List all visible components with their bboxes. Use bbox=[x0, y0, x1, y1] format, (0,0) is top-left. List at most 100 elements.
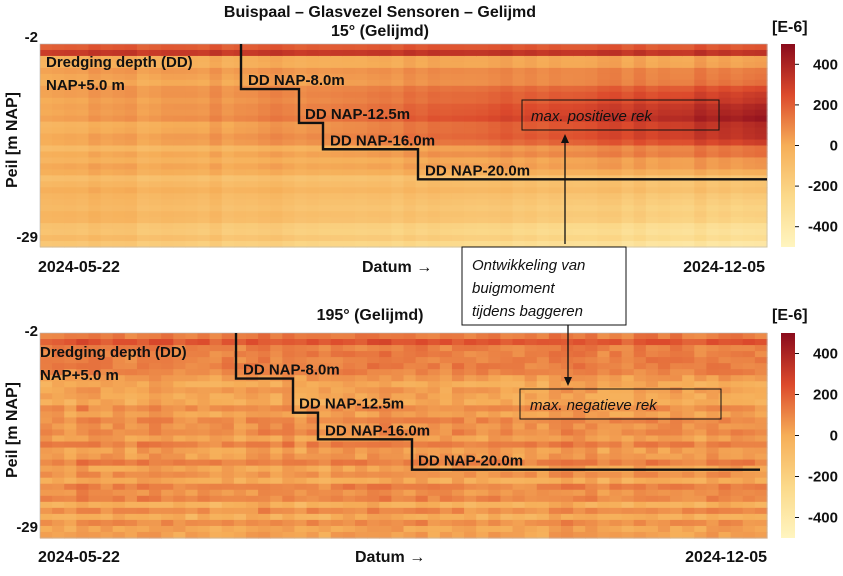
heatmap-cell bbox=[355, 91, 368, 99]
heatmap-cell bbox=[112, 345, 126, 352]
heatmap-cell bbox=[100, 399, 114, 406]
heatmap-cell bbox=[670, 399, 683, 406]
heatmap-cell bbox=[185, 507, 199, 515]
heatmap-cell bbox=[294, 103, 308, 111]
heatmap-cell bbox=[633, 163, 647, 170]
heatmap-cell bbox=[548, 205, 562, 212]
heatmap-cell bbox=[294, 223, 308, 230]
heatmap-cell bbox=[451, 205, 465, 212]
heatmap-cell bbox=[585, 369, 598, 376]
heatmap-cell bbox=[464, 211, 477, 218]
heatmap-cell bbox=[282, 217, 296, 224]
heatmap-cell bbox=[754, 429, 768, 437]
heatmap-cell bbox=[185, 157, 199, 165]
heatmap-cell bbox=[464, 507, 477, 515]
heatmap-cell bbox=[524, 405, 538, 412]
heatmap-cell bbox=[197, 417, 211, 425]
heatmap-cell bbox=[355, 393, 368, 400]
heatmap-cell bbox=[88, 483, 102, 491]
heatmap-cell bbox=[609, 531, 623, 539]
heatmap-cell bbox=[609, 85, 623, 93]
heatmap-cell bbox=[367, 235, 380, 242]
heatmap-cell bbox=[524, 49, 538, 57]
heatmap-cell bbox=[197, 91, 211, 99]
heatmap-cell bbox=[439, 205, 453, 212]
heatmap-cell bbox=[500, 211, 514, 218]
heatmap-cell bbox=[451, 375, 465, 382]
heatmap-cell bbox=[439, 44, 453, 51]
heatmap-cell bbox=[500, 459, 514, 467]
heatmap-cell bbox=[209, 175, 223, 182]
heatmap-cell bbox=[718, 44, 732, 51]
heatmap-cell bbox=[245, 73, 259, 81]
heatmap-cell bbox=[40, 453, 53, 461]
heatmap-cell bbox=[185, 417, 199, 425]
heatmap-cell bbox=[209, 109, 223, 117]
heatmap-cell bbox=[427, 501, 441, 509]
heatmap-cell bbox=[64, 223, 77, 230]
heatmap-cell bbox=[682, 145, 695, 153]
heatmap-cell bbox=[754, 97, 768, 105]
heatmap-cell bbox=[136, 333, 150, 340]
heatmap-cell bbox=[742, 351, 756, 358]
heatmap-cell bbox=[657, 375, 671, 382]
heatmap-cell bbox=[173, 103, 186, 111]
heatmap-cell bbox=[355, 193, 368, 200]
heatmap-cell bbox=[233, 193, 247, 200]
heatmap-cell bbox=[536, 411, 550, 419]
heatmap-cell bbox=[124, 97, 138, 105]
heatmap-cell bbox=[197, 139, 211, 147]
heatmap-cell bbox=[318, 405, 332, 412]
heatmap-cell bbox=[536, 223, 550, 230]
heatmap-cell bbox=[197, 49, 211, 57]
heatmap-cell bbox=[52, 121, 65, 129]
heatmap-cell bbox=[464, 375, 477, 382]
heatmap-cell bbox=[233, 489, 247, 497]
heatmap-cell bbox=[670, 357, 683, 364]
heatmap-cell bbox=[682, 363, 695, 370]
heatmap-cell bbox=[270, 44, 283, 51]
heatmap-cell bbox=[464, 73, 477, 81]
heatmap-cell bbox=[694, 79, 708, 87]
heatmap-cell bbox=[706, 339, 720, 346]
heatmap-cell bbox=[88, 465, 102, 473]
heatmap-cell bbox=[403, 411, 417, 419]
heatmap-cell bbox=[318, 429, 332, 437]
heatmap-cell bbox=[670, 495, 683, 503]
heatmap-cell bbox=[585, 363, 598, 370]
heatmap-cell bbox=[427, 447, 441, 455]
heatmap-cell bbox=[464, 223, 477, 230]
heatmap-cell bbox=[330, 121, 344, 129]
heatmap-cell bbox=[730, 429, 744, 437]
heatmap-cell bbox=[258, 79, 271, 87]
heatmap-cell bbox=[512, 229, 526, 236]
heatmap-cell bbox=[270, 489, 283, 497]
heatmap-cell bbox=[124, 151, 138, 159]
heatmap-cell bbox=[682, 55, 695, 63]
heatmap-cell bbox=[451, 501, 465, 509]
heatmap-cell bbox=[76, 241, 90, 248]
heatmap-cell bbox=[657, 363, 671, 370]
heatmap-cell bbox=[585, 423, 598, 431]
heatmap-cell bbox=[609, 471, 623, 479]
heatmap-cell bbox=[185, 145, 199, 153]
heatmap-cell bbox=[512, 91, 526, 99]
heatmap-cell bbox=[536, 217, 550, 224]
heatmap-cell bbox=[597, 115, 611, 123]
heatmap-cell bbox=[536, 417, 550, 425]
dredging-label-line2: NAP+5.0 m bbox=[46, 77, 125, 94]
heatmap-cell bbox=[185, 447, 199, 455]
heatmap-cell bbox=[585, 79, 598, 87]
heatmap-cell bbox=[209, 513, 223, 521]
heatmap-cell bbox=[76, 133, 90, 141]
heatmap-cell bbox=[221, 217, 235, 224]
heatmap-cell bbox=[355, 441, 368, 449]
heatmap-cell bbox=[427, 531, 441, 539]
heatmap-cell bbox=[451, 67, 465, 75]
heatmap-cell bbox=[161, 375, 174, 382]
heatmap-cell bbox=[439, 61, 453, 69]
heatmap-cell bbox=[64, 97, 77, 105]
heatmap-cell bbox=[730, 381, 744, 388]
heatmap-cell bbox=[524, 453, 538, 461]
heatmap-cell bbox=[233, 525, 247, 533]
